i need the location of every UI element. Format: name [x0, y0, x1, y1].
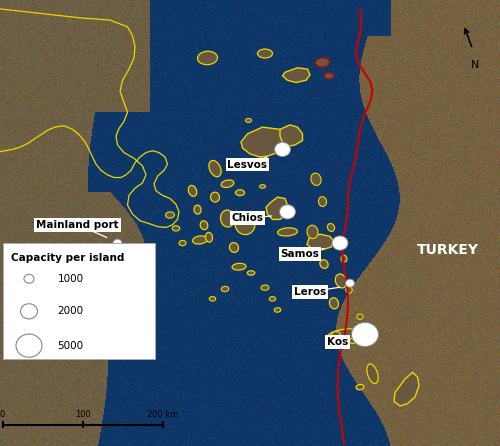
Ellipse shape [346, 287, 352, 293]
Ellipse shape [221, 180, 234, 187]
Circle shape [113, 239, 122, 247]
Ellipse shape [316, 58, 330, 67]
Text: Chios: Chios [232, 213, 264, 223]
Ellipse shape [357, 314, 363, 319]
Text: TURKEY: TURKEY [416, 243, 478, 257]
Ellipse shape [330, 298, 338, 309]
Ellipse shape [232, 263, 246, 270]
Ellipse shape [198, 51, 218, 65]
Text: Capacity per island: Capacity per island [11, 253, 124, 263]
Circle shape [274, 142, 290, 157]
Polygon shape [282, 68, 310, 83]
Ellipse shape [307, 225, 318, 239]
Ellipse shape [274, 308, 280, 312]
Text: GREECE: GREECE [7, 243, 68, 257]
Ellipse shape [269, 297, 276, 301]
Ellipse shape [166, 212, 174, 218]
Ellipse shape [230, 243, 238, 252]
Circle shape [352, 322, 378, 347]
Polygon shape [307, 234, 334, 250]
Text: Kos: Kos [327, 337, 348, 347]
Ellipse shape [258, 158, 264, 163]
Text: Samos: Samos [280, 249, 320, 259]
Ellipse shape [258, 49, 272, 58]
Ellipse shape [235, 213, 255, 235]
Ellipse shape [350, 338, 356, 343]
Ellipse shape [367, 364, 378, 384]
Ellipse shape [206, 232, 212, 242]
Text: Lesvos: Lesvos [228, 160, 268, 169]
Polygon shape [394, 372, 419, 406]
Ellipse shape [209, 161, 221, 177]
Text: 2000: 2000 [58, 306, 84, 316]
Circle shape [20, 304, 38, 319]
Ellipse shape [194, 205, 201, 214]
Text: 5000: 5000 [58, 341, 84, 351]
Ellipse shape [192, 236, 208, 244]
Ellipse shape [278, 228, 297, 236]
Ellipse shape [328, 223, 334, 231]
Text: 1000: 1000 [58, 274, 84, 284]
Polygon shape [280, 125, 302, 146]
Circle shape [24, 274, 34, 283]
FancyBboxPatch shape [2, 243, 155, 359]
Ellipse shape [246, 119, 252, 123]
Ellipse shape [172, 226, 180, 231]
Ellipse shape [328, 329, 362, 340]
Circle shape [16, 334, 42, 357]
Ellipse shape [324, 73, 334, 78]
Ellipse shape [236, 190, 244, 196]
Ellipse shape [341, 255, 347, 262]
Ellipse shape [356, 384, 364, 390]
Ellipse shape [222, 286, 228, 292]
Text: 200 km: 200 km [147, 409, 178, 418]
Ellipse shape [311, 173, 321, 186]
Text: 0: 0 [0, 409, 5, 418]
Ellipse shape [188, 186, 196, 196]
Ellipse shape [179, 240, 186, 246]
Circle shape [280, 205, 295, 219]
Ellipse shape [318, 197, 326, 206]
Circle shape [332, 236, 348, 250]
Ellipse shape [247, 271, 255, 275]
Ellipse shape [209, 297, 216, 301]
Circle shape [346, 279, 354, 287]
Ellipse shape [220, 210, 234, 227]
Polygon shape [241, 127, 290, 157]
Ellipse shape [320, 260, 328, 268]
Ellipse shape [200, 221, 208, 230]
Text: Mainland port: Mainland port [36, 220, 119, 230]
Ellipse shape [332, 331, 340, 339]
Text: 100: 100 [74, 409, 90, 418]
Text: N: N [471, 60, 479, 70]
Ellipse shape [260, 185, 266, 188]
Ellipse shape [336, 274, 346, 288]
Ellipse shape [210, 192, 220, 202]
Ellipse shape [261, 285, 269, 290]
Polygon shape [266, 197, 287, 219]
Text: Leros: Leros [294, 287, 326, 297]
